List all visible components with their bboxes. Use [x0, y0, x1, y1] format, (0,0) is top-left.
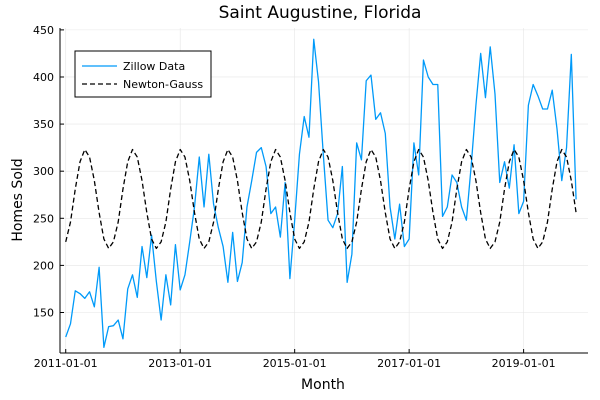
y-tick-label: 400: [33, 71, 54, 84]
axes: [59, 28, 588, 354]
x-tick-label: 2019-01-01: [492, 357, 556, 370]
series-line-newton-gauss: [65, 148, 577, 250]
y-tick-label: 150: [33, 306, 54, 319]
series-group: [65, 38, 577, 349]
x-tick-label: 2015-01-01: [263, 357, 327, 370]
x-tick-label: 2013-01-01: [148, 357, 212, 370]
legend-label-zillow: Zillow Data: [123, 60, 185, 73]
legend: Zillow Data Newton-Gauss: [74, 50, 212, 98]
y-tick-label: 450: [33, 24, 54, 37]
legend-label-newton: Newton-Gauss: [123, 78, 203, 91]
y-tick-label: 250: [33, 212, 54, 225]
legend-box: [74, 50, 212, 98]
y-ticks: 150 200 250 300 350 400 450: [33, 24, 64, 319]
x-tick-label: 2011-01-01: [34, 357, 98, 370]
y-axis-label: Homes Sold: [10, 158, 26, 241]
chart-title: Saint Augustine, Florida: [219, 3, 422, 23]
series-line-zillow-data: [65, 38, 577, 349]
x-tick-label: 2017-01-01: [377, 357, 441, 370]
y-tick-label: 300: [33, 165, 54, 178]
y-tick-label: 200: [33, 259, 54, 272]
x-axis-label: Month: [301, 377, 345, 393]
y-tick-label: 350: [33, 118, 54, 131]
x-ticks: 2011-01-01 2013-01-01 2015-01-01 2017-01-01…: [34, 349, 556, 370]
